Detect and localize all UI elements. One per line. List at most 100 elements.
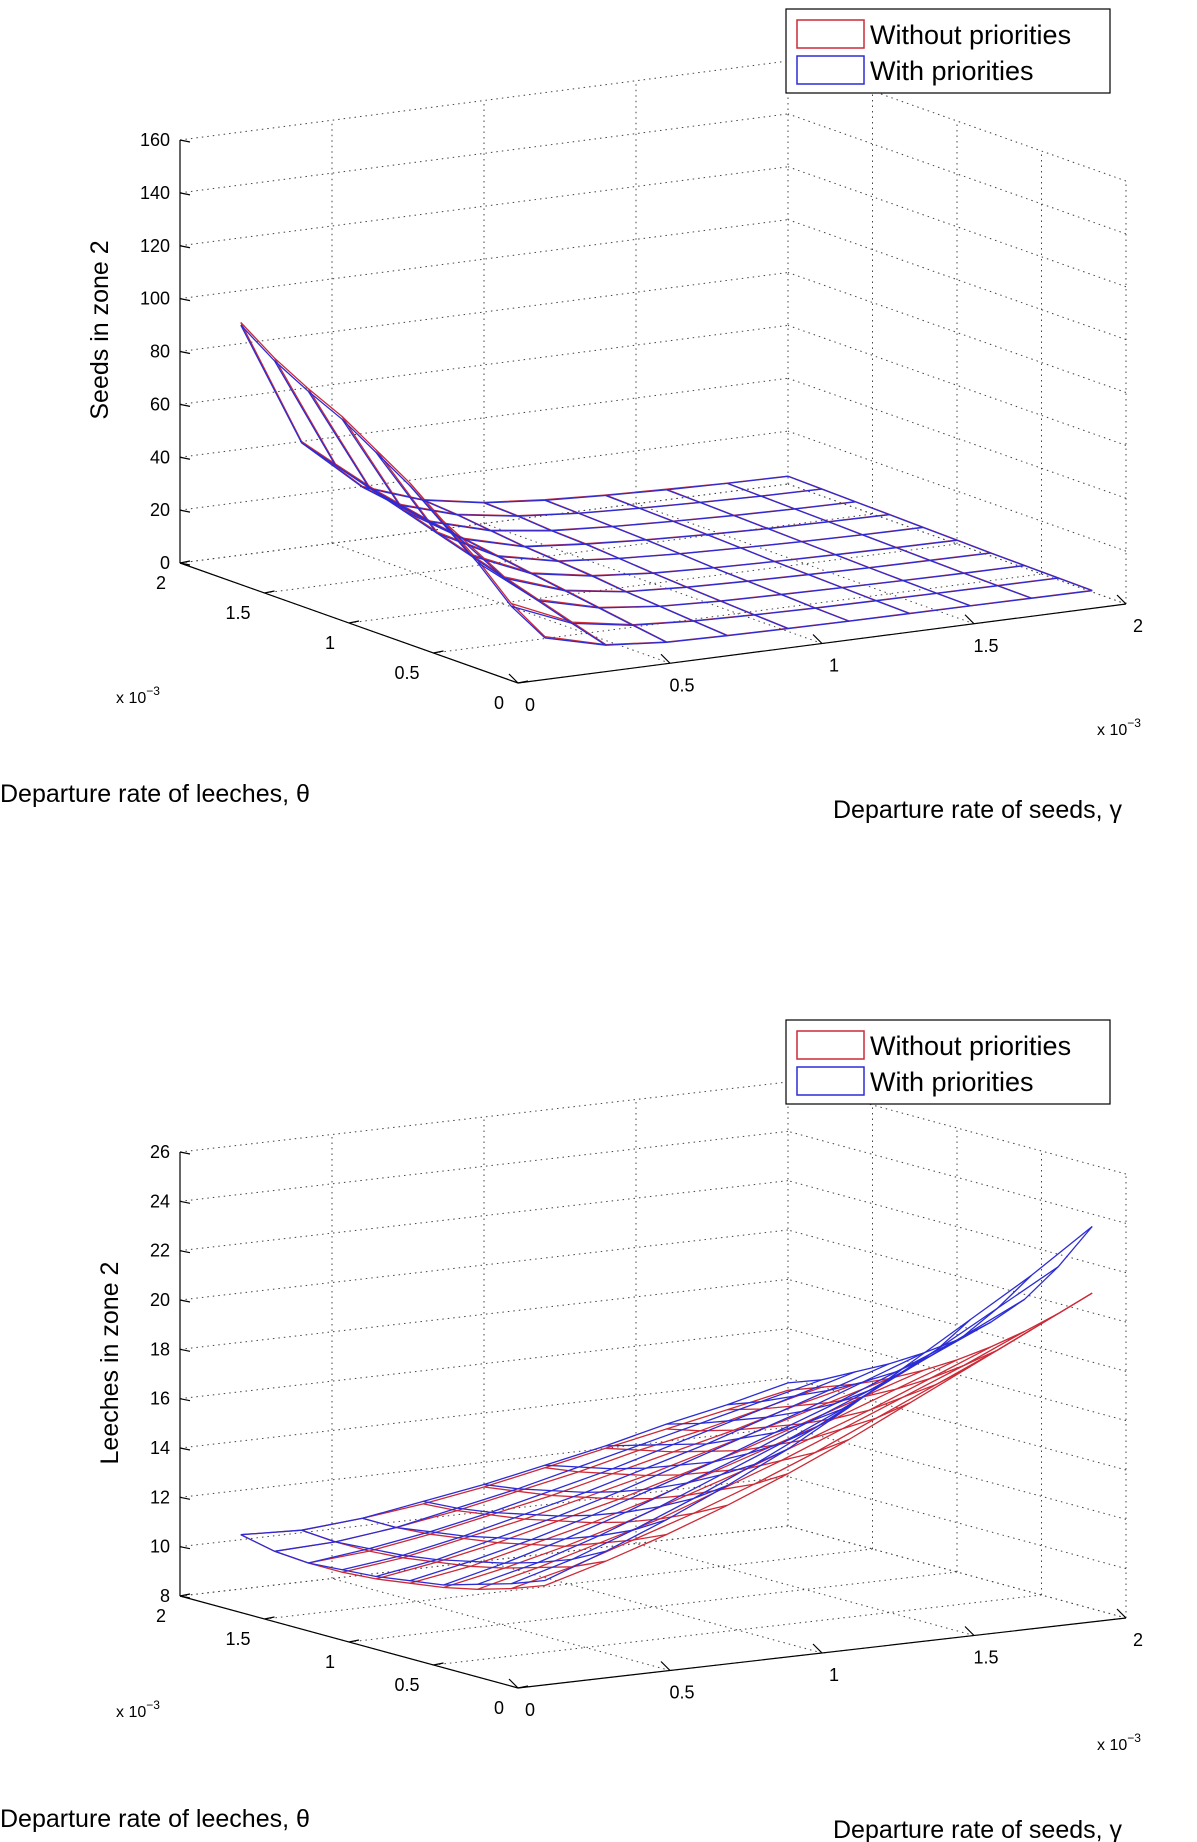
mesh-line-with-priorities — [301, 1529, 606, 1564]
z-tick — [179, 1200, 191, 1204]
x-tick-label: 2 — [1133, 616, 1143, 636]
x-tick — [508, 673, 519, 684]
mesh-line-with-priorities — [409, 1339, 958, 1582]
mesh-line-with-priorities — [308, 1371, 856, 1564]
z-tick — [179, 1151, 191, 1155]
y-tick — [348, 620, 360, 624]
x-tick — [1116, 1608, 1127, 1619]
z-tick — [179, 1398, 191, 1402]
z-tick-label: 60 — [150, 394, 170, 414]
x-tick — [812, 634, 823, 644]
grid-line — [635, 503, 975, 625]
y-tick-label: 1 — [325, 1652, 335, 1672]
mesh-line-with-priorities — [375, 452, 924, 563]
y-tick — [433, 1662, 444, 1666]
mesh-line-without-priorities — [375, 449, 924, 562]
x-tick — [660, 1661, 671, 1671]
grid-line — [483, 1560, 823, 1654]
legend: Without priorities With priorities — [785, 8, 1111, 94]
grid-line — [331, 542, 671, 664]
grid-line — [787, 1229, 1127, 1323]
x-tick-label: 0.5 — [669, 1683, 694, 1703]
mesh-line-with-priorities — [301, 442, 607, 646]
grid-line — [787, 1278, 1127, 1372]
grid-line — [787, 1377, 1127, 1471]
mesh-line-with-priorities — [240, 324, 546, 639]
grid-line — [787, 1476, 1127, 1570]
mesh-line-without-priorities — [443, 1346, 992, 1589]
y-tick — [264, 590, 275, 594]
mesh-line-with-priorities — [362, 1517, 667, 1541]
mesh-line-without-priorities — [362, 1517, 667, 1547]
mesh-line-with-priorities — [666, 489, 971, 607]
z-axis-label: Seeds in zone 2 — [86, 240, 114, 419]
z-axis-label: Leeches in zone 2 — [96, 1262, 124, 1465]
z-tick-label: 160 — [140, 130, 170, 150]
z-tick-label: 24 — [150, 1191, 170, 1211]
z-tick — [179, 1299, 191, 1303]
mesh-line-with-priorities — [423, 1484, 728, 1517]
z-tick-label: 22 — [150, 1241, 170, 1261]
grid-line — [787, 1525, 1127, 1619]
x-scale-factor: x 10−3 — [1097, 716, 1141, 739]
x-tick-label: 2 — [1133, 1630, 1143, 1650]
z-tick-label: 8 — [160, 1586, 170, 1606]
z-tick — [179, 1496, 191, 1500]
y-tick — [179, 1593, 191, 1597]
z-tick-label: 20 — [150, 1290, 170, 1310]
mesh-line-with-priorities — [362, 486, 667, 643]
z-tick — [179, 403, 191, 407]
grid-line — [179, 1328, 789, 1400]
legend-label-with-priorities: With priorities — [870, 1067, 1034, 1097]
mesh-line-without-priorities — [274, 357, 822, 517]
grid-line — [433, 573, 1042, 654]
x-tick-label: 0.5 — [669, 675, 694, 695]
mesh-line-without-priorities — [483, 1472, 789, 1500]
x-tick — [812, 1643, 823, 1654]
x-tick — [660, 653, 671, 664]
z-tick-label: 40 — [150, 447, 170, 467]
mesh-line-without-priorities — [666, 1365, 971, 1432]
z-tick — [179, 1447, 191, 1451]
mesh-line-with-priorities — [375, 1352, 924, 1578]
grid-line — [179, 272, 789, 352]
y-tick-label: 1 — [325, 633, 335, 653]
z-tick-label: 20 — [150, 500, 170, 520]
mesh-line-with-priorities — [511, 577, 1059, 626]
y-tick-label: 2 — [156, 1606, 166, 1626]
mesh-line-with-priorities — [342, 1363, 890, 1571]
x-tick — [964, 1626, 975, 1636]
y-tick-label: 1.5 — [225, 603, 250, 623]
y-tick — [517, 680, 529, 684]
x-tick-label: 1 — [829, 1665, 839, 1685]
y-tick-label: 0 — [494, 1698, 504, 1718]
mesh-line-without-priorities — [409, 1359, 958, 1584]
z-tick-label: 26 — [150, 1142, 170, 1162]
z-tick — [179, 562, 191, 566]
mesh-line-with-priorities — [443, 523, 991, 593]
grid-line — [787, 1328, 1127, 1422]
x-tick-label: 1.5 — [973, 1648, 998, 1668]
mesh-line-with-priorities — [727, 1274, 1032, 1406]
mesh-line-with-priorities — [477, 561, 1025, 609]
z-tick — [179, 1250, 191, 1254]
z-tick-label: 12 — [150, 1487, 170, 1507]
grid-line — [179, 1377, 789, 1449]
mesh-line-without-priorities — [511, 577, 1059, 626]
z-tick-label: 18 — [150, 1339, 170, 1359]
z-tick — [179, 350, 191, 355]
x-axis-label: Departure rate of seeds, γ — [833, 1816, 1123, 1842]
grid-line — [348, 1571, 958, 1643]
mesh-line-with-priorities — [666, 1318, 972, 1425]
mesh-line-without-priorities — [307, 388, 856, 531]
z-tick-label: 16 — [150, 1389, 170, 1409]
mesh-line-with-priorities — [274, 1379, 823, 1552]
legend-swatch-without-priorities — [796, 1030, 865, 1060]
mesh-line-with-priorities — [544, 499, 850, 622]
y-tick-label: 1.5 — [225, 1629, 250, 1649]
z-tick — [179, 1546, 191, 1550]
mesh-line-without-priorities — [301, 440, 607, 646]
y-tick — [348, 1639, 360, 1643]
mesh-line-without-priorities — [477, 559, 1025, 609]
